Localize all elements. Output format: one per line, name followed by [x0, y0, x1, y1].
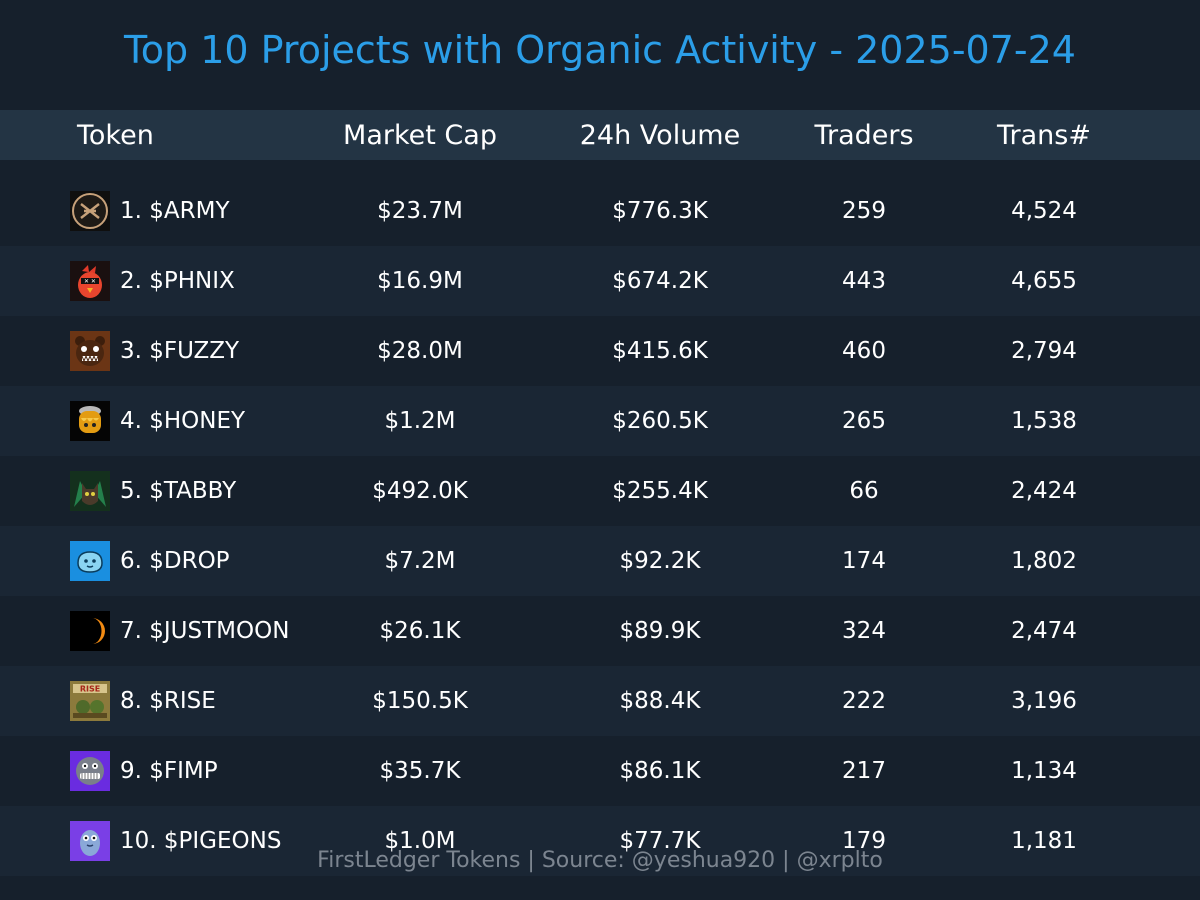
table-row: 1. $ARMY $23.7M $776.3K 259 4,524 [0, 176, 1200, 246]
table-row: 5. $TABBY $492.0K $255.4K 66 2,424 [0, 456, 1200, 526]
transactions-cell: 4,655 [1011, 268, 1077, 294]
column-header-transactions: Trans# [997, 119, 1091, 151]
volume-cell: $89.9K [619, 618, 701, 644]
token-name: 6. $DROP [120, 548, 230, 574]
market-cap-cell: $1.0M [384, 828, 456, 854]
transactions-cell: 1,181 [1011, 828, 1077, 854]
token-cell: RISE 8. $RISE [70, 666, 216, 736]
traders-cell: 443 [842, 268, 886, 294]
column-header-market-cap: Market Cap [343, 119, 497, 151]
transactions-cell: 3,196 [1011, 688, 1077, 714]
svg-text:RISE: RISE [80, 685, 100, 694]
token-name: 1. $ARMY [120, 198, 230, 224]
token-cell: 6. $DROP [70, 526, 230, 596]
column-header-token: Token [77, 119, 154, 151]
token-name: 4. $HONEY [120, 408, 246, 434]
volume-cell: $776.3K [612, 198, 708, 224]
volume-cell: $86.1K [619, 758, 701, 784]
table-row: RISE 8. $RISE $150.5K $88.4K 222 3,196 [0, 666, 1200, 736]
transactions-cell: 4,524 [1011, 198, 1077, 224]
traders-cell: 265 [842, 408, 886, 434]
market-cap-cell: $492.0K [372, 478, 468, 504]
table-row: 9. $FIMP $35.7K $86.1K 217 1,134 [0, 736, 1200, 806]
market-cap-cell: $26.1K [379, 618, 461, 644]
table-row: 3. $FUZZY $28.0M $415.6K 460 2,794 [0, 316, 1200, 386]
traders-cell: 222 [842, 688, 886, 714]
drop-face-icon [70, 541, 110, 581]
fimp-grin-icon [70, 751, 110, 791]
transactions-cell: 2,474 [1011, 618, 1077, 644]
transactions-cell: 1,802 [1011, 548, 1077, 574]
army-logo-icon [70, 191, 110, 231]
token-cell: 7. $JUSTMOON [70, 596, 289, 666]
traders-cell: 259 [842, 198, 886, 224]
rise-poster-icon: RISE [70, 681, 110, 721]
token-name: 7. $JUSTMOON [120, 618, 290, 644]
market-cap-cell: $7.2M [384, 548, 456, 574]
token-name: 9. $FIMP [120, 758, 218, 784]
token-name: 5. $TABBY [120, 478, 237, 504]
volume-cell: $260.5K [612, 408, 708, 434]
market-cap-cell: $1.2M [384, 408, 456, 434]
token-name: 8. $RISE [120, 688, 216, 714]
table-row: 6. $DROP $7.2M $92.2K 174 1,802 [0, 526, 1200, 596]
transactions-cell: 1,134 [1011, 758, 1077, 784]
pigeon-icon [70, 821, 110, 861]
phoenix-bird-icon: ✕ ✕ [70, 261, 110, 301]
table-row: 10. $PIGEONS $1.0M $77.7K 179 1,181 [0, 806, 1200, 876]
table-row: 4. $HONEY $1.2M $260.5K 265 1,538 [0, 386, 1200, 456]
token-cell: 1. $ARMY [70, 176, 230, 246]
market-cap-cell: $35.7K [379, 758, 461, 784]
traders-cell: 217 [842, 758, 886, 784]
token-cell: 9. $FIMP [70, 736, 218, 806]
table-row: ✕ ✕ 2. $PHNIX $16.9M $674.2K 443 4,655 [0, 246, 1200, 316]
column-header-volume: 24h Volume [579, 119, 741, 151]
transactions-cell: 2,424 [1011, 478, 1077, 504]
footer-source: FirstLedger Tokens | Source: @yeshua920 … [317, 848, 883, 873]
traders-cell: 324 [842, 618, 886, 644]
token-cell: 3. $FUZZY [70, 316, 239, 386]
volume-cell: $415.6K [612, 338, 708, 364]
token-cell: 4. $HONEY [70, 386, 245, 456]
table-body: 1. $ARMY $23.7M $776.3K 259 4,524 ✕ ✕ 2. $PHNI… [0, 176, 1200, 876]
tabby-cat-icon [70, 471, 110, 511]
honey-pot-icon [70, 401, 110, 441]
volume-cell: $77.7K [619, 828, 701, 854]
token-cell: 5. $TABBY [70, 456, 236, 526]
table-row: 7. $JUSTMOON $26.1K $89.9K 324 2,474 [0, 596, 1200, 666]
market-cap-cell: $150.5K [372, 688, 468, 714]
token-cell: 10. $PIGEONS [70, 806, 281, 876]
transactions-cell: 2,794 [1011, 338, 1077, 364]
traders-cell: 179 [842, 828, 886, 854]
transactions-cell: 1,538 [1011, 408, 1077, 434]
market-cap-cell: $23.7M [377, 198, 463, 224]
volume-cell: $255.4K [612, 478, 708, 504]
fuzzy-bear-icon [70, 331, 110, 371]
volume-cell: $674.2K [612, 268, 708, 294]
svg-text:✕ ✕: ✕ ✕ [84, 278, 96, 285]
traders-cell: 66 [849, 478, 879, 504]
token-name: 10. $PIGEONS [120, 828, 282, 854]
token-name: 2. $PHNIX [120, 268, 235, 294]
token-name: 3. $FUZZY [120, 338, 240, 364]
volume-cell: $88.4K [619, 688, 701, 714]
traders-cell: 174 [842, 548, 886, 574]
market-cap-cell: $28.0M [377, 338, 463, 364]
token-cell: ✕ ✕ 2. $PHNIX [70, 246, 235, 316]
column-header-traders: Traders [814, 119, 914, 151]
crescent-moon-icon [70, 611, 110, 651]
volume-cell: $92.2K [619, 548, 701, 574]
market-cap-cell: $16.9M [377, 268, 463, 294]
traders-cell: 460 [842, 338, 886, 364]
table-header: Token Market Cap 24h Volume Traders Tran… [0, 110, 1200, 160]
page-title: Top 10 Projects with Organic Activity - … [124, 28, 1076, 72]
